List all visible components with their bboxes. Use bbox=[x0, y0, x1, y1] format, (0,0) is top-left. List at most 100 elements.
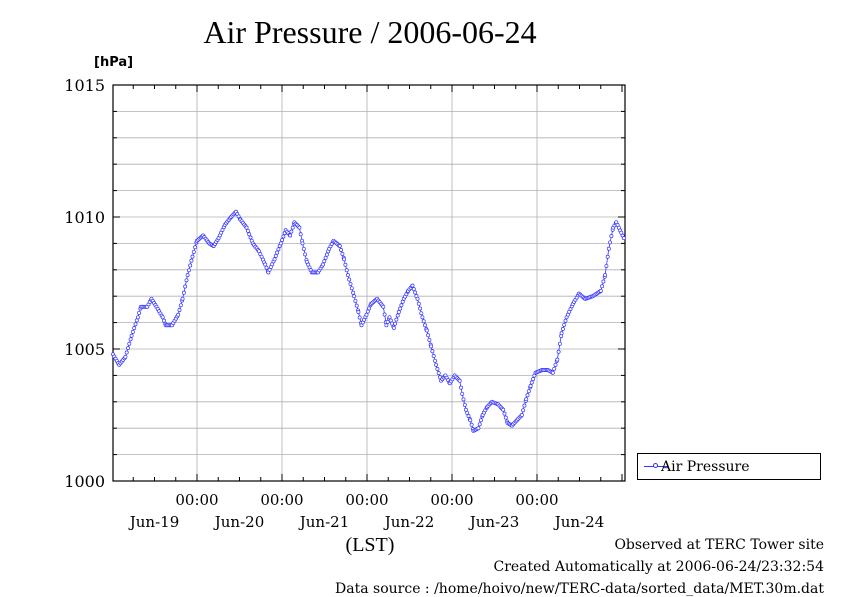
data-point bbox=[462, 402, 467, 407]
data-point bbox=[608, 240, 613, 245]
data-point bbox=[460, 391, 465, 396]
data-point bbox=[183, 284, 188, 289]
data-point bbox=[550, 370, 555, 375]
data-point bbox=[529, 380, 534, 385]
data-point bbox=[478, 418, 483, 423]
data-point bbox=[247, 232, 252, 237]
data-point bbox=[323, 255, 328, 260]
data-point bbox=[381, 304, 386, 309]
data-point bbox=[427, 337, 432, 342]
y-tick-label: 1015 bbox=[64, 76, 105, 95]
footer-created-note: Created Automatically at 2006-06-24/23:3… bbox=[493, 559, 824, 575]
data-point bbox=[424, 328, 429, 333]
data-point bbox=[552, 366, 557, 371]
data-point bbox=[300, 241, 305, 246]
data-point bbox=[162, 318, 166, 323]
data-point bbox=[176, 312, 181, 317]
data-point bbox=[528, 384, 533, 388]
data-point bbox=[563, 318, 568, 323]
data-point bbox=[420, 315, 425, 320]
axes bbox=[112, 84, 626, 482]
data-point bbox=[423, 323, 427, 328]
series-line bbox=[112, 211, 625, 432]
data-point bbox=[244, 225, 249, 230]
data-point bbox=[344, 268, 349, 273]
y-tick-label: 1010 bbox=[64, 208, 105, 227]
data-point bbox=[367, 306, 372, 311]
data-point bbox=[365, 309, 370, 314]
data-point bbox=[280, 238, 285, 242]
x-tick-date-label: Jun-20 bbox=[213, 513, 265, 531]
data-point bbox=[356, 310, 361, 314]
data-point bbox=[127, 341, 132, 346]
data-point bbox=[609, 234, 614, 239]
data-point bbox=[553, 362, 558, 367]
data-point bbox=[395, 313, 400, 318]
data-point bbox=[339, 248, 344, 252]
data-point bbox=[273, 253, 278, 258]
x-tick-date-label: Jun-23 bbox=[468, 513, 520, 531]
data-point bbox=[410, 283, 415, 288]
data-point bbox=[133, 322, 138, 327]
grid bbox=[113, 85, 625, 481]
data-point bbox=[416, 301, 421, 306]
data-point bbox=[463, 407, 468, 412]
data-point bbox=[522, 403, 527, 408]
data-point bbox=[343, 262, 348, 267]
data-point bbox=[352, 294, 357, 299]
data-point bbox=[130, 329, 135, 334]
data-point bbox=[357, 315, 362, 320]
data-point bbox=[351, 290, 356, 295]
data-point bbox=[129, 333, 134, 338]
data-point bbox=[418, 306, 423, 311]
data-point bbox=[128, 337, 133, 342]
data-point bbox=[276, 247, 281, 252]
data-point bbox=[426, 333, 431, 338]
data-point bbox=[248, 235, 253, 240]
data-point bbox=[337, 244, 342, 248]
data-point bbox=[393, 321, 398, 326]
data-point bbox=[461, 397, 466, 402]
x-tick-time-label: 00:00 bbox=[430, 491, 473, 509]
legend-marker bbox=[653, 463, 658, 468]
x-tick-date-label: Jun-21 bbox=[298, 513, 350, 531]
data-point bbox=[348, 281, 353, 286]
data-point bbox=[415, 296, 420, 301]
data-point bbox=[178, 303, 183, 308]
data-point bbox=[281, 234, 286, 239]
legend-label: Air Pressure bbox=[661, 459, 750, 475]
data-point bbox=[134, 318, 139, 323]
data-point bbox=[476, 426, 481, 431]
data-point bbox=[413, 290, 418, 295]
data-point bbox=[297, 225, 302, 230]
data-point bbox=[190, 254, 195, 259]
x-axis-label: (LST) bbox=[345, 534, 395, 556]
data-point bbox=[124, 350, 129, 355]
data-point bbox=[434, 362, 439, 367]
data-point bbox=[342, 257, 347, 262]
data-point bbox=[288, 233, 293, 238]
data-point bbox=[394, 317, 399, 322]
data-point bbox=[621, 236, 626, 241]
x-tick-time-label: 00:00 bbox=[345, 491, 388, 509]
y-axis-unit-label: [hPa] bbox=[94, 55, 134, 70]
data-point bbox=[604, 263, 609, 268]
data-point bbox=[598, 288, 603, 293]
y-tick-label: 1005 bbox=[64, 340, 105, 359]
data-point bbox=[177, 308, 182, 312]
data-point bbox=[321, 262, 325, 267]
data-point bbox=[465, 410, 470, 415]
x-tick-date-label: Jun-22 bbox=[383, 513, 435, 531]
data-point bbox=[419, 311, 424, 316]
data-point bbox=[421, 319, 426, 324]
x-tick-time-label: 00:00 bbox=[260, 491, 303, 509]
data-point bbox=[557, 341, 562, 346]
data-point bbox=[396, 310, 401, 314]
data-point bbox=[193, 245, 198, 250]
data-point bbox=[435, 367, 440, 371]
data-point bbox=[289, 229, 294, 234]
data-point bbox=[364, 312, 369, 317]
chart-title: Air Pressure / 2006-06-24 bbox=[203, 14, 537, 50]
data-point bbox=[429, 344, 434, 349]
data-point bbox=[525, 393, 530, 398]
